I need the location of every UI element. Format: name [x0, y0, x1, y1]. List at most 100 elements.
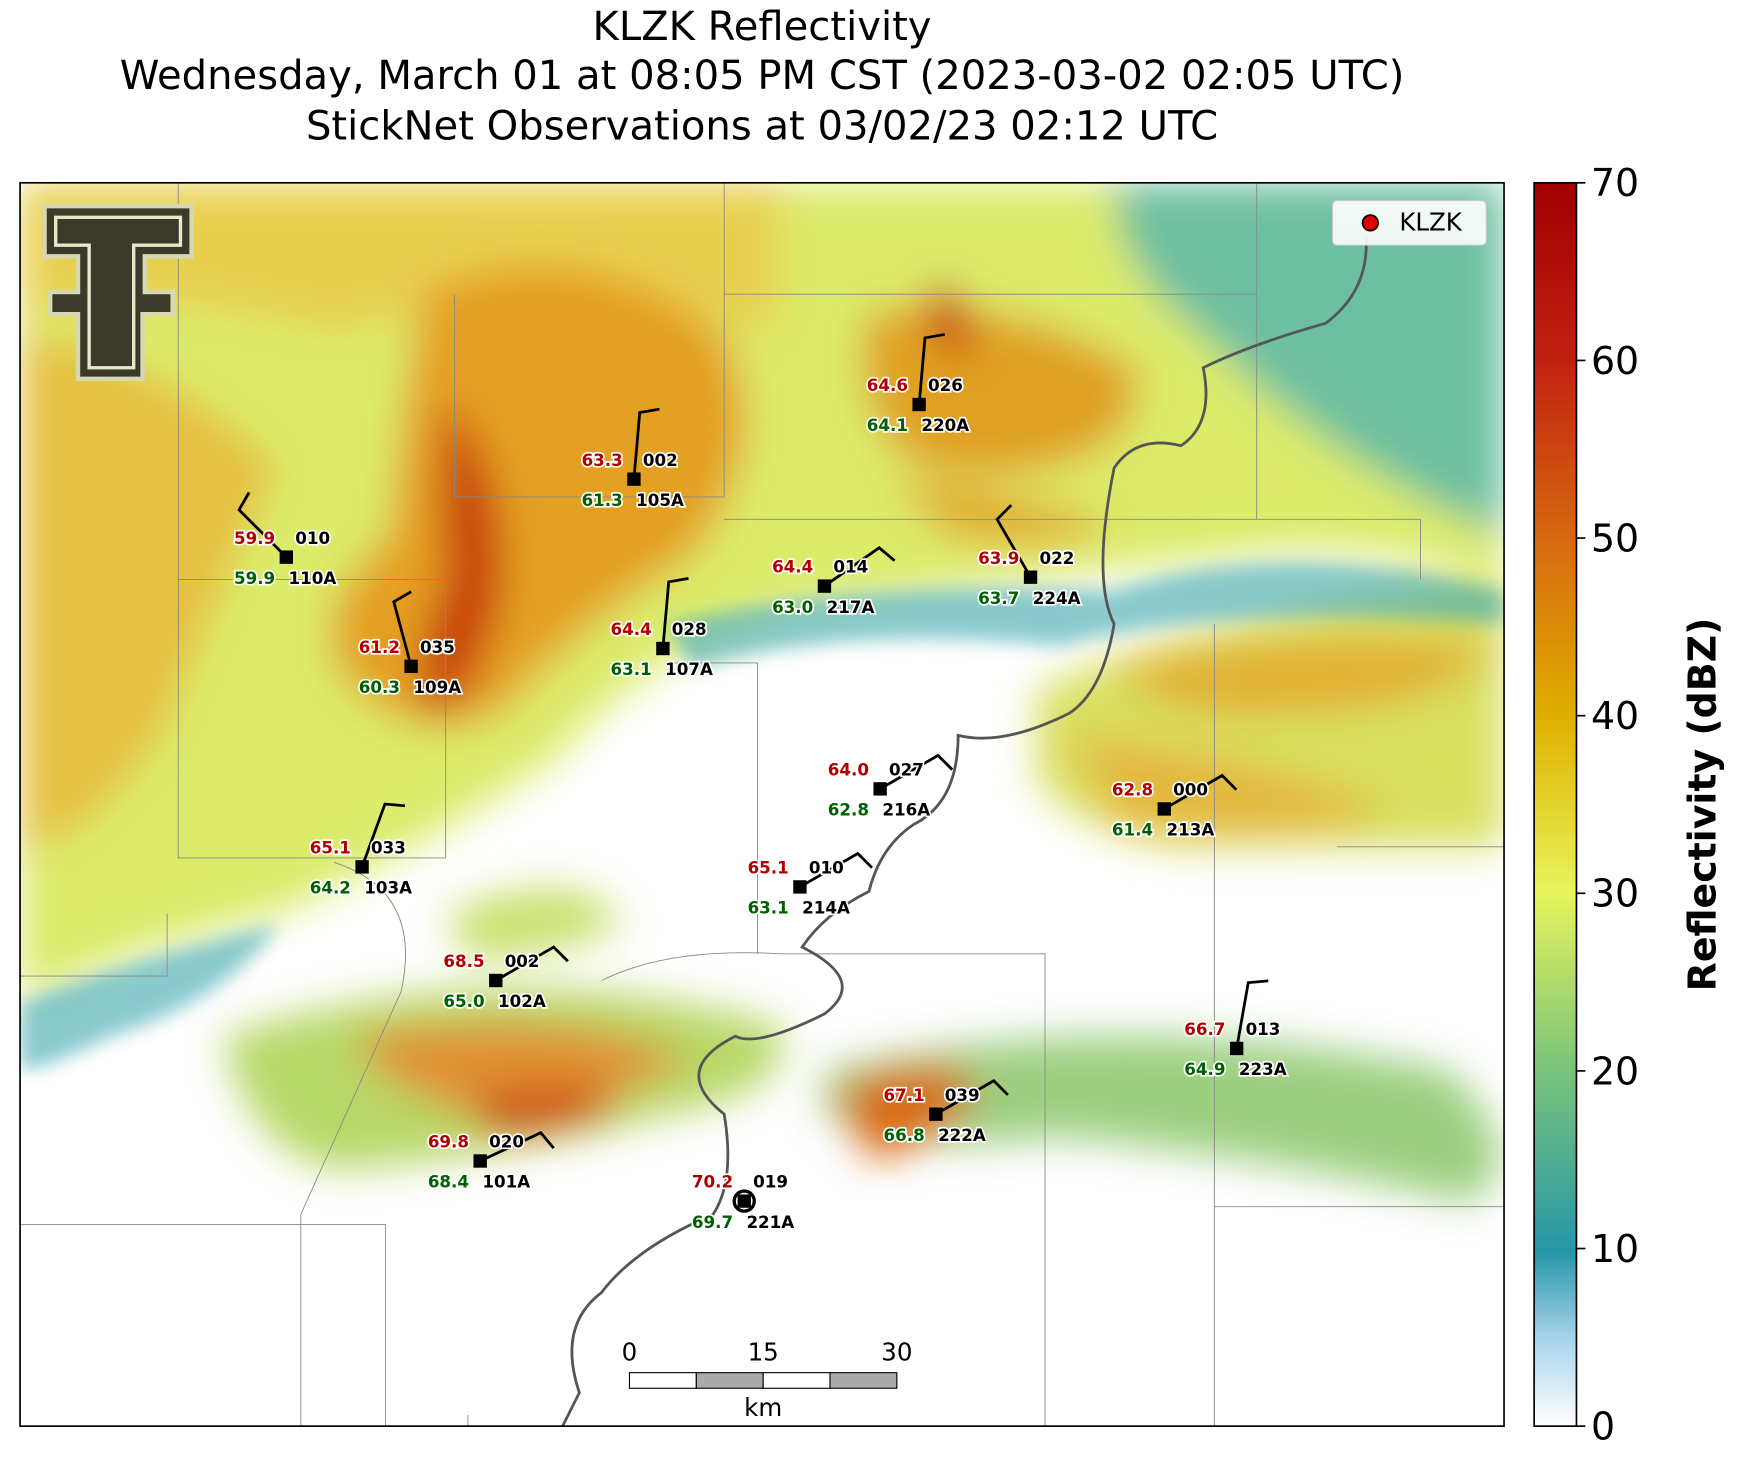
wind-barb — [935, 1079, 1009, 1116]
station-marker — [627, 472, 641, 486]
temperature: 63.9 — [978, 548, 1019, 568]
pressure-code: 000 — [1173, 780, 1208, 800]
station: 65.1 033 64.2 103A — [308, 802, 414, 899]
temperature: 59.9 — [234, 528, 275, 548]
temperature: 68.5 — [443, 951, 484, 971]
wind-barb — [917, 333, 945, 405]
scale-unit: km — [744, 1393, 782, 1422]
pressure-code: 035 — [420, 637, 455, 657]
wind-barb — [1163, 773, 1238, 811]
pressure-code: 002 — [505, 951, 540, 971]
wind-barb — [799, 851, 873, 889]
station-id: 105A — [636, 490, 684, 510]
colorbar-tick-label: 0 — [1591, 1405, 1615, 1449]
station: 65.1 010 63.1 214A — [746, 851, 873, 919]
station-id: 213A — [1166, 820, 1214, 840]
river — [561, 233, 1368, 1427]
station-id: 216A — [882, 800, 930, 820]
station-id: 109A — [413, 677, 461, 697]
station: 69.8 020 68.4 101A — [426, 1130, 555, 1193]
temperature: 64.0 — [828, 760, 869, 780]
pressure-code: 019 — [753, 1172, 788, 1192]
dewpoint: 65.0 — [443, 991, 484, 1011]
wind-barb — [392, 590, 413, 667]
temperature: 69.8 — [428, 1132, 469, 1152]
pressure-code: 002 — [643, 450, 678, 470]
station-id: 220A — [921, 415, 969, 435]
scale-label: 0 — [622, 1337, 638, 1366]
title-block: KLZK Reflectivity Wednesday, March 01 at… — [120, 4, 1405, 149]
station: 64.0 027 62.8 216A — [826, 753, 954, 821]
station: 67.1 039 66.8 222A — [882, 1079, 1009, 1147]
pressure-code: 033 — [371, 837, 406, 857]
station-marker — [1023, 570, 1038, 584]
temperature: 70.2 — [692, 1172, 733, 1192]
station-marker — [1157, 802, 1171, 816]
dewpoint: 60.3 — [359, 677, 400, 697]
station: 68.5 002 65.0 102A — [442, 945, 569, 1013]
dewpoint: 59.9 — [234, 568, 275, 588]
station-id: 102A — [498, 991, 546, 1011]
wind-barb — [495, 945, 569, 982]
station-marker — [656, 641, 670, 656]
pressure-code: 022 — [1039, 548, 1074, 568]
station-id: 222A — [938, 1125, 986, 1145]
pressure-code: 028 — [672, 619, 707, 639]
legend-label: KLZK — [1399, 208, 1462, 237]
temperature: 67.1 — [883, 1085, 924, 1105]
logo — [42, 203, 194, 382]
station: 64.4 014 63.0 217A — [770, 546, 896, 619]
station: 62.8 000 61.4 213A — [1110, 773, 1238, 841]
scale-bar: 0 15 30 km — [622, 1337, 913, 1422]
wind-barb — [1235, 979, 1269, 1049]
pressure-code: 020 — [489, 1132, 524, 1152]
station: 64.6 026 64.1 220A — [865, 333, 971, 437]
station-id: 110A — [289, 568, 337, 588]
pressure-code: 014 — [833, 557, 868, 577]
dewpoint: 69.7 — [692, 1212, 733, 1232]
dewpoint: 64.9 — [1184, 1059, 1225, 1079]
station-id: 224A — [1033, 588, 1081, 608]
pressure-code: 039 — [945, 1085, 980, 1105]
station-marker — [279, 550, 294, 564]
dewpoint: 66.8 — [883, 1125, 924, 1145]
station-id: 214A — [802, 898, 850, 918]
station: 63.9 022 63.7 224A — [977, 504, 1082, 610]
station: 66.7 013 64.9 223A — [1183, 979, 1288, 1081]
wind-barb — [479, 1131, 555, 1163]
temperature: 61.2 — [359, 637, 400, 657]
colorbar: Reflectivity (dBZ) 0 10 20 30 40 50 60 70 — [1533, 161, 1725, 1449]
legend: KLZK — [1331, 200, 1487, 246]
temperature: 65.1 — [748, 858, 789, 878]
temperature: 64.4 — [611, 619, 652, 639]
scale-label: 15 — [748, 1337, 779, 1366]
station-id: 217A — [827, 597, 875, 617]
colorbar-tick-label: 60 — [1591, 339, 1639, 383]
dewpoint: 63.1 — [748, 898, 789, 918]
station-marker — [793, 880, 807, 894]
county-lines — [20, 182, 1505, 1427]
wind-barb — [879, 753, 954, 791]
dewpoint: 61.4 — [1112, 820, 1153, 840]
colorbar-tick-label: 50 — [1591, 516, 1639, 560]
calm-wind — [732, 1189, 756, 1213]
station-marker — [912, 397, 926, 412]
temperature: 62.8 — [1112, 780, 1153, 800]
station-marker — [489, 973, 503, 988]
station-id: 103A — [364, 878, 412, 898]
station-marker — [1229, 1041, 1244, 1056]
pressure-code: 013 — [1246, 1019, 1281, 1039]
station-marker — [737, 1194, 751, 1208]
title: KLZK Reflectivity — [593, 4, 932, 50]
station-id: 221A — [746, 1212, 794, 1232]
radar-field — [20, 182, 1505, 1427]
legend-box — [1331, 200, 1487, 246]
station-marker — [473, 1154, 487, 1168]
stations: 59.9 010 59.9 110A 61.2 035 60.3 109A 63.3 002 61.… — [232, 333, 1288, 1234]
station: 59.9 010 59.9 110A — [232, 491, 338, 590]
wind-barb — [360, 802, 406, 868]
wind-barb — [995, 504, 1032, 578]
subtitle: Wednesday, March 01 at 08:05 PM CST (202… — [120, 53, 1405, 99]
scale-label: 30 — [881, 1337, 912, 1366]
dewpoint: 64.1 — [867, 415, 908, 435]
